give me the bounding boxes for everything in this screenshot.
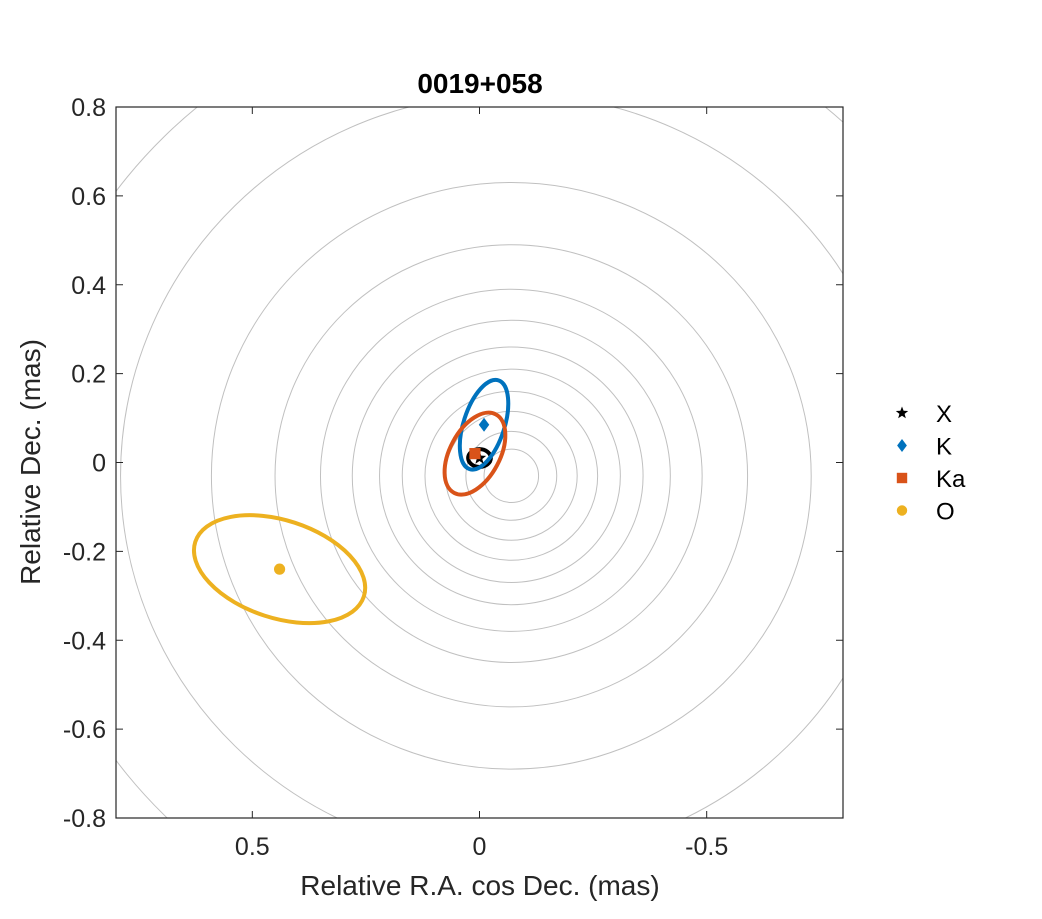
legend-marker-ka: [896, 472, 908, 484]
legend: XK Ka O: [895, 401, 966, 526]
legend-item-o: O: [896, 499, 955, 526]
error-ellipse-ka: [442, 410, 508, 497]
chart-title: 0019+058: [417, 68, 542, 99]
legend-marker-o: [896, 505, 908, 516]
legend-label: K: [936, 434, 952, 461]
y-tick-label: -0.8: [63, 805, 106, 833]
x-tick-label: 0: [473, 833, 487, 861]
contour-line: [210, 182, 812, 770]
contour-line: [120, 107, 843, 818]
y-tick-label: 0.6: [71, 183, 106, 211]
data-point-o: [273, 563, 286, 575]
y-tick-label: 0.8: [71, 94, 106, 122]
plot-area-frame: [115, 106, 844, 819]
contour-line: [274, 244, 749, 708]
legend-item-x: X: [895, 401, 952, 428]
x-tick-label: 0.5: [235, 833, 270, 861]
x-axis-label: Relative R.A. cos Dec. (mas): [300, 870, 659, 901]
y-tick-label: -0.2: [63, 538, 106, 566]
contour-line: [424, 390, 599, 561]
legend-marker-k: [897, 439, 907, 452]
legend-label: Ka: [936, 466, 966, 493]
data-point-ka: [469, 448, 481, 460]
y-tick-label: -0.4: [63, 627, 106, 655]
legend-label: X: [936, 401, 952, 428]
contour-line: [116, 107, 843, 818]
data-points: [273, 417, 490, 575]
y-tick-label: 0: [92, 450, 106, 478]
error-ellipse-o: [191, 513, 368, 626]
data-point-k: [478, 417, 490, 432]
contour-line: [483, 448, 540, 503]
legend-item-k: K: [897, 434, 952, 461]
contour-line: [465, 430, 558, 521]
y-tick-label: -0.6: [63, 716, 106, 744]
contour-lines: [116, 107, 843, 818]
y-axis-label: Relative Dec. (mas): [15, 339, 46, 585]
y-tick-label: 0.4: [71, 272, 106, 300]
contour-line: [401, 368, 621, 583]
legend-item-ka: Ka: [896, 466, 966, 493]
contour-line: [319, 288, 703, 663]
error-ellipses: [191, 377, 511, 626]
axis-ticks: 0.5 0 -0.5 0.8 0.6 0.4 0.2 0 -0.2 -0.4 -0.6 -0.8: [63, 94, 843, 861]
contour-line: [444, 410, 578, 541]
y-tick-label: 0.2: [71, 361, 106, 389]
contour-line: [351, 319, 671, 632]
contour-line: [379, 346, 644, 606]
legend-label: O: [936, 499, 955, 526]
x-tick-label: -0.5: [685, 833, 728, 861]
legend-marker-x: [895, 406, 909, 419]
